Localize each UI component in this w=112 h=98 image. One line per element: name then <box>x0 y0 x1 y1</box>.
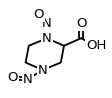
Text: N: N <box>42 32 52 45</box>
Text: O: O <box>33 8 44 20</box>
Text: N: N <box>42 17 52 30</box>
Text: OH: OH <box>86 39 106 52</box>
Text: N: N <box>38 64 47 77</box>
Text: N: N <box>23 73 33 86</box>
Text: O: O <box>76 17 86 30</box>
Text: O: O <box>8 71 18 84</box>
